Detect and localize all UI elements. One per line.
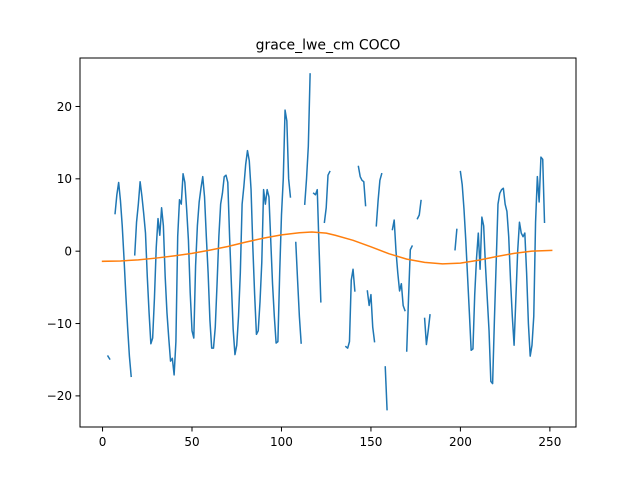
series-1-line-segment	[303, 73, 311, 205]
x-tick-label: 200	[449, 435, 472, 449]
series-1-line-segment	[344, 268, 356, 349]
series-1-line-segment	[323, 170, 331, 224]
x-tick-label: 0	[99, 435, 107, 449]
x-tick-label: 250	[538, 435, 561, 449]
series-1-line-segment	[114, 181, 132, 378]
series-1-line-segment	[133, 109, 292, 376]
series-1-line-segment	[454, 228, 458, 251]
series-1-line-segment	[391, 219, 406, 312]
series-1-line-segment	[405, 245, 414, 352]
x-tick-label: 50	[184, 435, 199, 449]
series-1-line-segment	[295, 241, 302, 344]
series-1-line-segment	[312, 188, 322, 303]
series-1-line-segment	[384, 366, 388, 411]
axes-frame	[79, 57, 577, 428]
series-1-line-segment	[357, 165, 367, 207]
y-tick-label: −10	[47, 317, 72, 331]
series-1-line-segment	[106, 355, 111, 361]
y-tick-label: 20	[57, 100, 72, 114]
y-tick-label: 10	[57, 172, 72, 186]
x-tick-label: 100	[270, 435, 293, 449]
y-tick-label: −20	[47, 389, 72, 403]
series-1-line-segment	[375, 172, 383, 227]
series-1-line-segment	[423, 314, 431, 346]
y-tick-label: 0	[64, 244, 72, 258]
series-1-line-segment	[366, 290, 376, 343]
series-2-line-segment	[101, 231, 553, 265]
series-1-line-segment	[459, 156, 546, 385]
chart-title: grace_lwe_cm COCO	[256, 38, 401, 54]
plot-lines	[101, 73, 553, 411]
series-1-line-segment	[416, 199, 422, 220]
x-tick-label: 150	[359, 435, 382, 449]
axes-ticks: 0 50 100 150 200 250 −20 −10 0 10 20	[47, 100, 562, 449]
